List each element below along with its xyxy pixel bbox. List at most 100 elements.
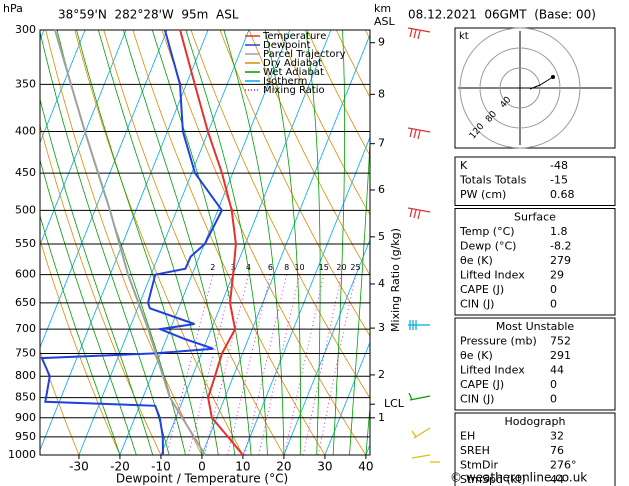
legend-label: Parcel Trajectory	[263, 49, 346, 60]
km-tick-label: 8	[378, 87, 385, 100]
km-tick-label: 2	[378, 368, 385, 381]
location: 38°59'N 282°28'W 95m ASL	[58, 8, 239, 22]
legend-label: Isotherm	[263, 76, 307, 87]
hodo-point	[551, 75, 555, 79]
row-label: Lifted Index	[460, 269, 525, 282]
height-ref: ASL	[374, 15, 396, 28]
y-tick-label: 650	[15, 296, 36, 309]
row-value: 0	[550, 393, 557, 406]
row-value: -48	[550, 159, 568, 172]
x-tick-label: 0	[198, 460, 206, 474]
x-tick-label: 10	[235, 460, 250, 474]
row-value: 752	[550, 335, 571, 348]
y-tick-label: 450	[15, 166, 36, 179]
row-label: EH	[460, 430, 475, 443]
y-tick-label: 350	[15, 77, 36, 90]
row-value: 279	[550, 254, 571, 267]
row-label: Totals Totals	[459, 174, 527, 187]
isotherm	[40, 30, 86, 144]
date: 08.12.2021 06GMT (Base: 00)	[408, 8, 596, 22]
mixing-ratio-label: 4	[246, 263, 251, 272]
row-label: Pressure (mb)	[460, 335, 537, 348]
isotherm	[201, 33, 370, 455]
isotherm	[324, 341, 370, 455]
row-value: 44	[550, 473, 564, 486]
km-tick-label: 9	[378, 36, 385, 49]
legend-label: Temperature	[262, 31, 326, 42]
row-label: SREH	[460, 444, 490, 457]
x-axis-title: Dewpoint / Temperature (°C)	[116, 472, 288, 486]
km-tick-label: 3	[378, 321, 385, 334]
hodo-ring	[459, 27, 581, 149]
km-tick-label: 1	[378, 411, 385, 424]
x-tick-label: 20	[276, 460, 291, 474]
isotherm	[160, 30, 332, 455]
y-tick-label: 500	[15, 203, 36, 216]
dry-adiabat	[248, 30, 370, 276]
isotherm	[40, 30, 209, 452]
table-section	[454, 317, 616, 411]
x-tick-label: -10	[151, 460, 171, 474]
dry-adiabat	[306, 30, 370, 157]
y-tick-label: 550	[15, 237, 36, 250]
hodograph-frame	[454, 27, 616, 149]
y-tick-label: 950	[15, 430, 36, 443]
y2-axis-title: Mixing Ratio (g/kg)	[389, 228, 402, 332]
y-tick-label: 700	[15, 322, 36, 335]
row-value: 0.68	[550, 188, 575, 201]
row-value: -15	[550, 174, 568, 187]
hodo-trace	[529, 76, 554, 90]
row-label: CIN (J)	[460, 393, 494, 406]
hodo-ring	[479, 47, 561, 129]
dry-adiabat	[277, 30, 370, 216]
km-tick-label: 5	[378, 230, 385, 243]
row-label: StmSpd (kt)	[460, 473, 526, 486]
y-tick-label: 850	[15, 391, 36, 404]
row-label: CAPE (J)	[460, 283, 504, 296]
height-unit: km	[374, 2, 391, 15]
profile-line	[40, 29, 224, 456]
mixing-ratio-label: 25	[350, 263, 360, 272]
row-label: Lifted Index	[460, 364, 525, 377]
mixing-ratio-label: 8	[284, 263, 289, 272]
section-title: Most Unstable	[496, 320, 575, 333]
row-label: Temp (°C)	[459, 225, 515, 238]
pressure-unit: hPa	[3, 2, 23, 15]
mixing-ratio-label: 6	[268, 263, 273, 272]
indices-table: K -48 Totals Totals -15 PW (cm) 0.68 SurfaceTe…	[454, 156, 616, 486]
km-tick-label: 7	[378, 137, 385, 150]
section-title: Surface	[514, 211, 556, 224]
y-tick-label: 400	[15, 125, 36, 138]
legend-label: Dewpoint	[263, 40, 311, 51]
y-tick-label: 300	[15, 23, 36, 36]
table-section	[454, 208, 616, 316]
row-label: StmDir	[460, 459, 499, 472]
hodograph-unit: kt	[459, 31, 469, 42]
mixing-ratio-label: 15	[319, 263, 329, 272]
hodo-ring	[499, 67, 541, 109]
row-label: Dewp (°C)	[460, 240, 516, 253]
dry-adiabat	[40, 349, 80, 455]
row-value: 291	[550, 349, 571, 362]
row-label: θe (K)	[460, 254, 493, 267]
row-value: 29	[550, 269, 564, 282]
row-label: CAPE (J)	[460, 378, 504, 391]
isotherm	[78, 30, 250, 455]
row-value: 0	[550, 378, 557, 391]
x-tick-label: 30	[317, 460, 332, 474]
km-tick-label: 6	[378, 183, 385, 196]
y-tick-label: 900	[15, 411, 36, 424]
footer: © weatheronline.co.uk	[450, 471, 587, 485]
row-label: PW (cm)	[460, 188, 506, 201]
section-title: Hodograph	[505, 415, 566, 428]
x-tick-label: -20	[110, 460, 130, 474]
wind-barbs	[407, 27, 440, 463]
y-tick-label: 1000	[8, 448, 36, 461]
row-value: 1.8	[550, 225, 568, 238]
table-section	[454, 412, 616, 486]
row-label: CIN (J)	[460, 298, 494, 311]
legend-label: Wet Adiabat	[263, 67, 324, 78]
mixing-ratio-label: 20	[336, 263, 346, 272]
